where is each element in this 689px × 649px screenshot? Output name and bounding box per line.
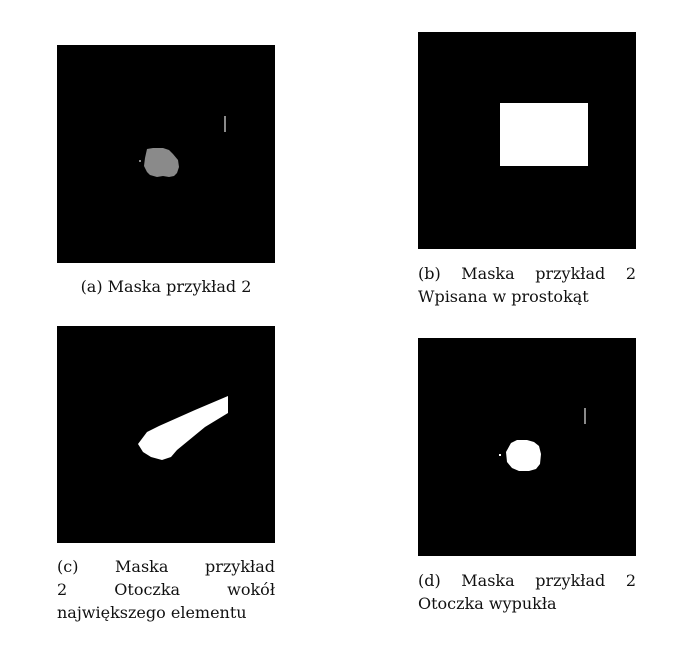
gray-dot [139, 160, 141, 162]
caption-c-line-3: największego elementu [57, 603, 247, 622]
caption-b-line-1: (b) Maska przykład 2 [418, 264, 636, 283]
caption-c: (c) Maska przykład 2 Otoczka wokół najwi… [57, 555, 275, 624]
mask-image-a [57, 45, 275, 263]
caption-b-line-2: Wpisana w prostokąt [418, 287, 589, 306]
caption-d-line-1: (d) Maska przykład 2 [418, 571, 636, 590]
white-hull-shape [138, 396, 228, 460]
mask-graphic-b [418, 32, 636, 249]
mask-graphic-c [57, 326, 275, 543]
caption-d: (d) Maska przykład 2 Otoczka wypukła [418, 569, 636, 615]
caption-a: (a) Maska przykład 2 [57, 275, 275, 298]
mask-image-b [418, 32, 636, 249]
white-rectangle [500, 103, 588, 166]
caption-c-line-2: 2 Otoczka wokół [57, 580, 275, 599]
mask-graphic-d [418, 338, 636, 556]
caption-a-line-1: (a) Maska przykład 2 [80, 277, 252, 296]
mask-image-d [418, 338, 636, 556]
mask-image-c [57, 326, 275, 543]
mask-graphic-a [57, 45, 275, 263]
gray-bar [224, 116, 226, 132]
white-convex-blob [506, 440, 541, 471]
gray-bar [584, 408, 586, 424]
caption-b: (b) Maska przykład 2 Wpisana w prostokąt [418, 262, 636, 308]
white-dot [499, 454, 501, 456]
gray-blob [144, 148, 179, 177]
caption-d-line-2: Otoczka wypukła [418, 594, 557, 613]
caption-c-line-1: (c) Maska przykład [57, 557, 275, 576]
